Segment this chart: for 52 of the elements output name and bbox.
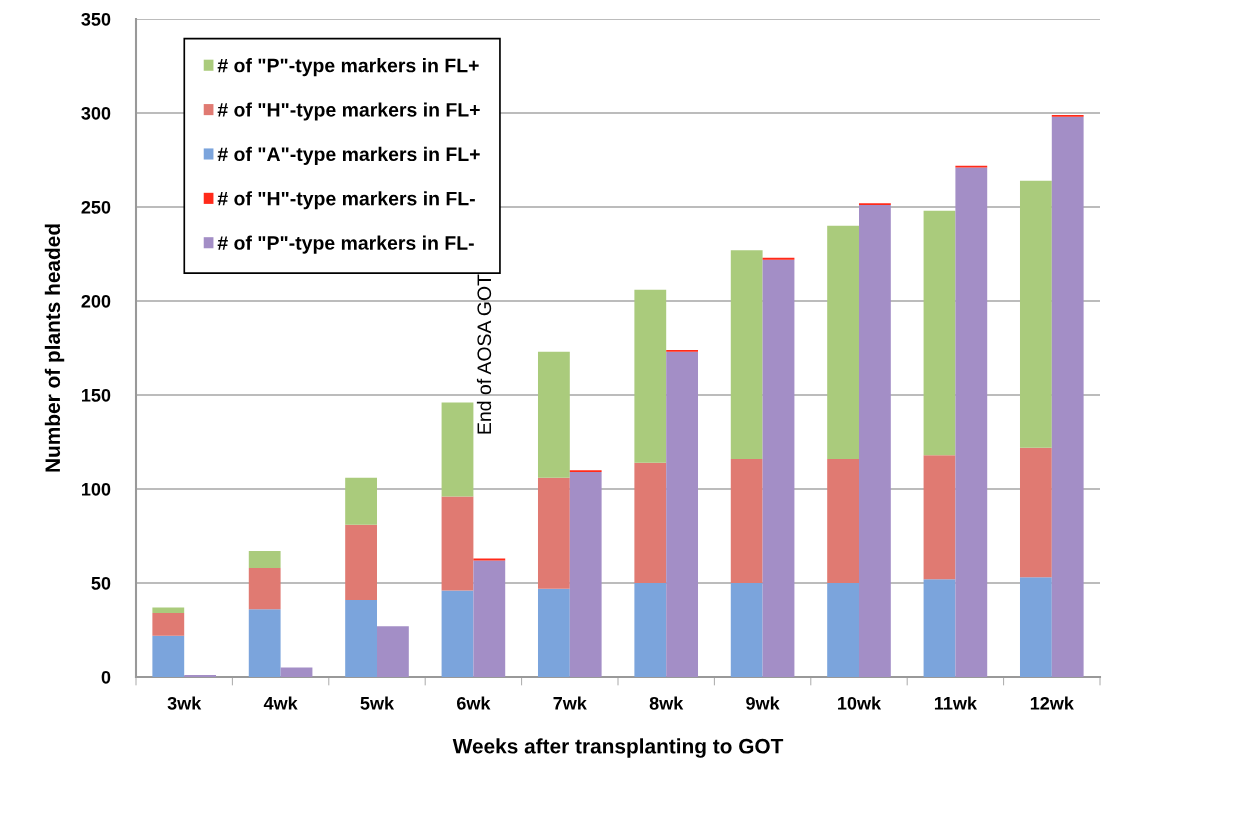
bar bbox=[666, 351, 699, 677]
x-axis-title: Weeks after transplanting to GOT bbox=[452, 738, 784, 758]
annotation: End of AOSA GOT bbox=[476, 274, 492, 434]
legend-label: # of "H"-type markers in FL- bbox=[217, 191, 475, 210]
legend-label: # of "P"-type markers in FL+ bbox=[217, 58, 479, 77]
bar bbox=[152, 607, 185, 614]
x-tick-label: 3wk bbox=[167, 696, 202, 710]
bar bbox=[762, 259, 795, 677]
bar bbox=[1019, 577, 1052, 677]
bar bbox=[152, 635, 185, 677]
bar bbox=[923, 579, 956, 677]
x-tick-label: 5wk bbox=[360, 696, 395, 710]
bar bbox=[923, 455, 956, 580]
legend-label: # of "P"-type markers in FL- bbox=[217, 235, 474, 254]
y-tick-label: 300 bbox=[81, 106, 111, 120]
y-tick-label: 350 bbox=[81, 12, 111, 26]
bar bbox=[1051, 116, 1084, 677]
bar bbox=[827, 458, 859, 583]
y-axis-title: Number of plants headed bbox=[44, 224, 65, 472]
y-tick-label: 250 bbox=[81, 200, 111, 214]
bar bbox=[955, 167, 988, 677]
bar bbox=[248, 551, 281, 568]
bar bbox=[1019, 447, 1052, 578]
bar bbox=[827, 583, 859, 677]
bar bbox=[248, 609, 281, 677]
y-tick-label: 200 bbox=[81, 294, 111, 308]
bar bbox=[345, 477, 377, 525]
bar bbox=[730, 583, 763, 677]
bar bbox=[730, 458, 763, 583]
x-tick-label: 11wk bbox=[934, 696, 978, 710]
legend-label: # of "H"-type markers in FL+ bbox=[217, 102, 480, 121]
x-tick-label: 12wk bbox=[1030, 696, 1074, 710]
x-tick-label: 9wk bbox=[746, 696, 780, 710]
x-tick-label: 7wk bbox=[553, 696, 587, 710]
bar bbox=[441, 496, 474, 591]
y-tick-label: 100 bbox=[82, 482, 111, 496]
y-tick-label: 50 bbox=[91, 576, 111, 590]
bar bbox=[152, 613, 185, 636]
bar bbox=[345, 524, 377, 600]
bar bbox=[280, 667, 313, 677]
bar bbox=[859, 205, 891, 677]
bar bbox=[634, 583, 667, 677]
bar bbox=[248, 567, 281, 610]
x-tick-label: 6wk bbox=[457, 696, 491, 710]
y-tick-label: 150 bbox=[82, 388, 111, 402]
x-tick-label: 8wk bbox=[649, 696, 684, 710]
bar bbox=[537, 351, 570, 478]
legend-label: # of "A"-type markers in FL+ bbox=[217, 146, 480, 165]
x-tick-label: 4wk bbox=[263, 696, 298, 710]
x-tick-label: 10wk bbox=[838, 696, 882, 710]
bar bbox=[441, 402, 474, 497]
y-tick-label: 0 bbox=[101, 670, 111, 684]
